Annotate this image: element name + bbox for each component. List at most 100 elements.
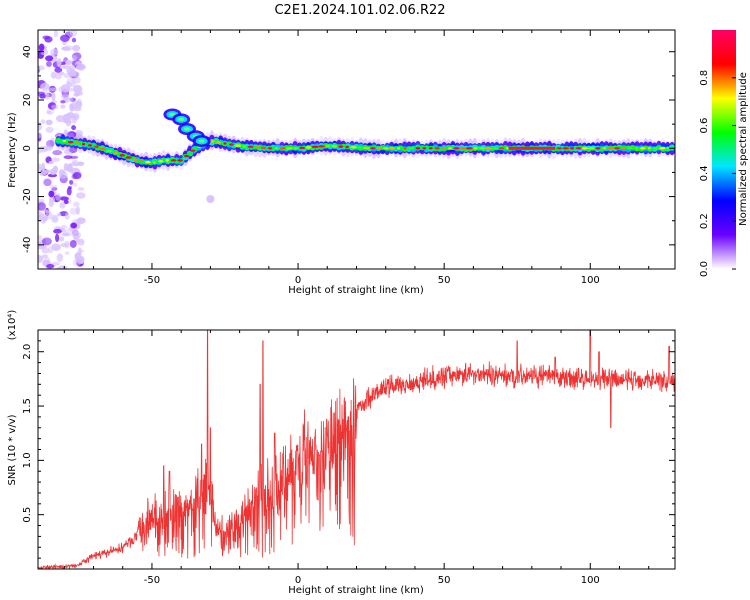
x-tick-label: -50 <box>144 275 160 286</box>
heatmap-hotspot <box>216 141 221 144</box>
heatmap-hotspot <box>562 147 570 150</box>
heatmap-noise-blob <box>60 100 66 104</box>
heatmap-noise-blob <box>62 40 67 46</box>
heatmap-hotspot <box>647 147 651 150</box>
heatmap-noise-blob <box>45 119 53 126</box>
heatmap-noise-blob <box>38 254 44 264</box>
heatmap-secondary-blob <box>206 194 215 203</box>
heatmap-noise-blob <box>49 137 56 147</box>
heatmap-hotspot <box>556 147 562 150</box>
heatmap-hotspot <box>99 147 107 151</box>
spectrogram-xlabel: Height of straight line (km) <box>288 285 424 296</box>
heatmap-noise-blob <box>71 37 77 43</box>
heatmap-hotspot <box>247 145 254 148</box>
heatmap-noise-blob <box>67 186 72 190</box>
y-tick-label: -20 <box>22 188 33 204</box>
y-tick-label: 2.0 <box>22 344 33 360</box>
heatmap-hotspot <box>442 147 446 150</box>
heatmap-hotspot <box>119 154 125 157</box>
heatmap-noise-blob <box>72 171 82 180</box>
heatmap-noise-blob <box>69 155 79 160</box>
heatmap-noise-blob <box>71 115 77 124</box>
heatmap-hotspot <box>653 147 659 150</box>
heatmap-hotspot <box>170 159 177 162</box>
heatmap-hotspot <box>177 159 183 162</box>
snr-xlabel: Height of straight line (km) <box>288 585 424 596</box>
heatmap-noise-blob <box>53 228 62 234</box>
colorbar-bar <box>712 30 736 269</box>
x-tick-label: -50 <box>144 575 160 586</box>
heatmap-noise-blob <box>46 264 55 269</box>
heatmap-hotspot <box>229 143 234 146</box>
heatmap-noise-blob <box>39 93 46 99</box>
heatmap-noise-blob <box>71 125 76 131</box>
heatmap-hotspot <box>88 144 92 147</box>
snr-series-line <box>38 330 675 569</box>
heatmap-noise-blob <box>38 211 44 219</box>
heatmap-hotspot <box>311 145 319 149</box>
heatmap-secondary-hot <box>198 139 205 143</box>
heatmap-hotspot <box>338 145 344 148</box>
snr-panel: -50 0 50 100 0.5 1.0 1.5 2.0 Height of straight… <box>7 310 676 596</box>
heatmap-noise-blob <box>51 216 59 224</box>
heatmap-noise-blob <box>70 222 78 229</box>
y-tick-label: 0 <box>22 145 33 151</box>
heatmap-noise-blob <box>38 43 45 52</box>
heatmap-noise-blob <box>73 84 83 94</box>
heatmap-hotspot <box>62 139 66 143</box>
heatmap-noise-blob <box>51 157 61 162</box>
heatmap-hotspot <box>595 147 601 150</box>
heatmap-noise-blob <box>72 258 81 267</box>
heatmap-hotspot <box>234 144 242 147</box>
heatmap-noise-blob <box>70 83 76 88</box>
heatmap-hotspot <box>581 147 589 150</box>
heatmap-noise-blob <box>61 65 71 69</box>
heatmap-noise-blob <box>71 55 78 62</box>
heatmap-hotspot <box>362 146 371 150</box>
colorbar-ticks: 0.0 0.2 0.4 0.6 0.8 <box>699 70 736 277</box>
heatmap-cell <box>186 151 194 156</box>
heatmap-hotspot <box>267 147 273 150</box>
heatmap-noise-blob <box>48 200 54 207</box>
heatmap-hotspot <box>299 146 306 150</box>
heatmap-hotspot <box>152 161 156 164</box>
heatmap-noise-blob <box>41 162 46 172</box>
heatmap-noise-blob <box>64 149 70 155</box>
heatmap-hotspot <box>279 147 286 150</box>
heatmap-noise-blob <box>58 171 68 179</box>
x-tick-label: 100 <box>581 575 600 586</box>
spectrogram-panel: -50 0 50 100 -40 -20 0 20 40 Height of straight … <box>7 29 676 296</box>
y-tick-label: 1.0 <box>22 452 33 468</box>
heatmap-noise-blob <box>66 187 72 196</box>
heatmap-noise-blob <box>48 246 54 254</box>
heatmap-noise-blob <box>61 232 70 237</box>
heatmap-noise-blob <box>67 131 77 139</box>
heatmap-hotspot <box>106 149 113 153</box>
heatmap-secondary-hot <box>178 117 185 121</box>
heatmap-hotspot <box>376 147 382 150</box>
heatmap-hotspot <box>125 156 132 159</box>
heatmap-hotspot <box>81 143 86 146</box>
heatmap-hotspot <box>397 147 401 150</box>
heatmap-hotspot <box>453 147 460 150</box>
heatmap-noise-blob <box>38 122 43 131</box>
heatmap-hotspot <box>621 147 626 150</box>
heatmap-noise-blob <box>75 192 86 199</box>
heatmap-noise-blob <box>43 209 50 213</box>
x-tick-label: 50 <box>438 275 451 286</box>
spectrogram-heatmap <box>38 30 675 269</box>
heatmap-noise-blob <box>50 170 56 175</box>
heatmap-noise-blob <box>38 198 45 203</box>
heatmap-hotspot <box>113 152 118 155</box>
heatmap-noise-blob <box>56 253 64 263</box>
heatmap-noise-blob <box>59 202 66 209</box>
heatmap-hotspot <box>415 147 421 150</box>
heatmap-noise-blob <box>55 193 62 201</box>
page-title: C2E1.2024.101.02.06.R22 <box>274 3 445 18</box>
heatmap-noise-blob <box>38 202 46 211</box>
heatmap-hotspot <box>479 147 486 150</box>
heatmap-noise-region <box>38 30 86 269</box>
heatmap-noise-blob <box>70 101 79 110</box>
heatmap-hotspot <box>607 147 614 150</box>
heatmap-noise-blob <box>62 120 73 124</box>
